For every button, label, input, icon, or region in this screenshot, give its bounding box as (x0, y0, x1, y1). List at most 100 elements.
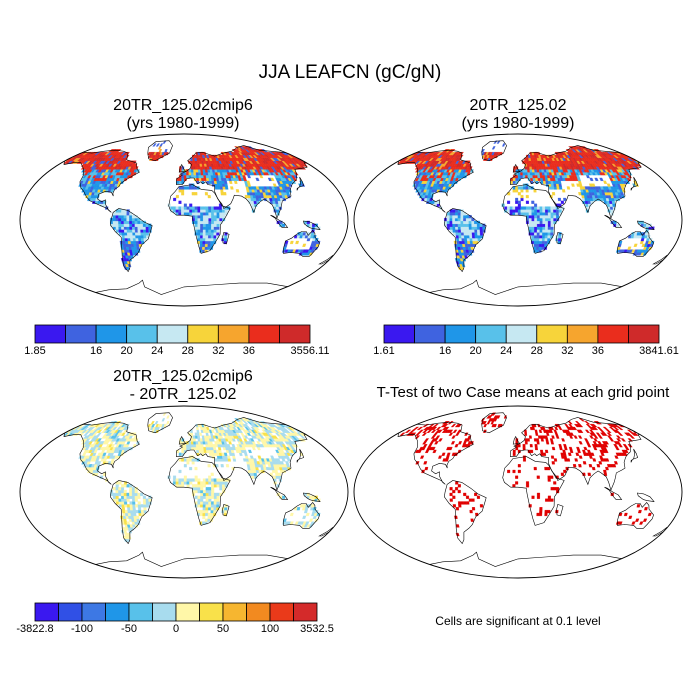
grid-cell (190, 438, 194, 442)
grid-cell (253, 472, 257, 476)
grid-cell (468, 498, 472, 502)
grid-cell (191, 206, 196, 210)
grid-cell (205, 215, 209, 219)
grid-cell (213, 226, 217, 230)
grid-cell (563, 444, 567, 448)
grid-cell (303, 429, 311, 433)
coastline (630, 448, 638, 463)
grid-cell (463, 492, 467, 496)
grid-cell (137, 232, 141, 236)
grid-cell (140, 232, 144, 236)
grid-cell (208, 223, 212, 227)
grid-cell (208, 478, 212, 482)
grid-cell (257, 455, 262, 459)
grid-cell (550, 215, 554, 219)
grid-cell (210, 232, 214, 236)
grid-cell (198, 449, 202, 453)
grid-cell (210, 206, 215, 210)
grid-cell (235, 189, 240, 193)
grid-cell (166, 421, 170, 425)
grid-cell (225, 464, 230, 468)
grid-cell (181, 209, 185, 213)
grid-cell (452, 229, 456, 233)
grid-cell (205, 504, 209, 508)
grid-cell (102, 203, 106, 207)
grid-cell (463, 226, 467, 230)
grid-cell (542, 217, 546, 222)
grid-cell (457, 489, 461, 494)
grid-cell (123, 498, 128, 502)
grid-cell (115, 220, 119, 224)
grid-cell (534, 209, 538, 213)
grid-cell (582, 461, 587, 465)
grid-cell (584, 421, 591, 425)
grid-cell (188, 446, 192, 451)
grid-cell (213, 215, 217, 219)
grid-cell (199, 238, 203, 242)
grid-cell (296, 154, 305, 159)
grid-cell (178, 177, 182, 181)
grid-cell (542, 426, 546, 431)
grid-cell (449, 498, 453, 502)
coastline (481, 412, 507, 434)
grid-cell (477, 229, 481, 233)
grid-cell (207, 246, 211, 250)
grid-cell (528, 223, 532, 227)
grid-cell (539, 512, 543, 517)
grid-cell (299, 154, 307, 159)
grid-cell (195, 426, 199, 431)
grid-cell (480, 418, 486, 422)
grid-cell (134, 495, 138, 499)
grid-cell (129, 489, 133, 494)
grid-cell (630, 154, 639, 159)
grid-cell (208, 220, 212, 224)
grid-cell (243, 435, 249, 439)
grid-cell (483, 424, 488, 428)
grid-cell (118, 481, 122, 485)
grid-cell (472, 240, 476, 245)
grid-cell (550, 487, 554, 491)
grid-cell (129, 495, 133, 499)
grid-cell (438, 455, 442, 459)
grid-cell (121, 498, 125, 502)
grid-cell (202, 515, 206, 519)
grid-cell (200, 504, 204, 508)
grid-cell (123, 484, 127, 488)
grid-cell (446, 215, 450, 219)
grid-cell (224, 235, 228, 239)
grid-cell (560, 472, 565, 476)
grid-cell (120, 220, 125, 224)
grid-cell (585, 203, 589, 207)
colorbar-2-swatches (383, 324, 660, 344)
grid-cell (533, 467, 537, 471)
grid-cell (507, 200, 511, 204)
grid-cell (542, 215, 546, 219)
grid-cell (457, 223, 461, 227)
cb1-tick-label: 1.85 (24, 345, 46, 357)
coastline (509, 417, 645, 492)
grid-cell (243, 424, 250, 428)
grid-cell (206, 426, 210, 431)
grid-cell (190, 441, 194, 445)
grid-cell (194, 478, 198, 482)
grid-cell (204, 243, 209, 247)
grid-cell (200, 444, 204, 448)
grid-cell (534, 429, 538, 433)
grid-cell (456, 424, 462, 428)
grid-cell (312, 507, 317, 511)
grid-cell (536, 438, 540, 442)
grid-cell (536, 512, 540, 517)
grid-cell (471, 235, 476, 239)
grid-cell (186, 172, 190, 176)
grid-cell (564, 424, 569, 428)
map-border (353, 405, 683, 579)
grid-cell (121, 495, 125, 499)
grid-cell (133, 240, 137, 245)
grid-cell (210, 512, 214, 517)
grid-cell (199, 512, 203, 517)
grid-cell (536, 223, 541, 227)
grid-cell (140, 238, 145, 242)
grid-cell (525, 200, 529, 204)
grid-cell (216, 217, 220, 222)
coastline (175, 145, 311, 220)
